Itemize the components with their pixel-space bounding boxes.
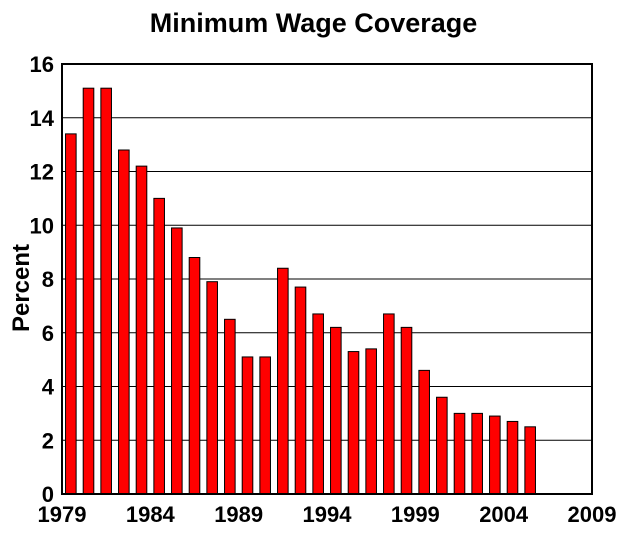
bar-1987 xyxy=(206,281,218,495)
bar-1985 xyxy=(171,227,183,495)
y-tick-label: 8 xyxy=(42,267,54,292)
x-tick-label: 2004 xyxy=(479,502,529,527)
y-tick-label: 14 xyxy=(30,106,55,131)
y-axis-label: Percent xyxy=(8,244,35,332)
y-tick-label: 10 xyxy=(30,213,54,238)
y-tick-label: 0 xyxy=(42,482,54,507)
bar-1999 xyxy=(418,369,430,495)
bar-1983 xyxy=(135,165,148,495)
bar-2003 xyxy=(489,415,501,495)
plot-area xyxy=(61,63,593,495)
y-tick-label: 6 xyxy=(42,321,54,346)
bar-1992 xyxy=(294,286,307,495)
y-tick-labels: 0 2 4 6 8 10 12 14 16 xyxy=(30,52,55,507)
bar-1984 xyxy=(153,197,165,495)
bar-1982 xyxy=(118,149,130,495)
x-tick-label: 1989 xyxy=(214,502,263,527)
x-tick-label: 2009 xyxy=(568,502,617,527)
bar-1991 xyxy=(277,267,289,495)
x-tick-label: 1984 xyxy=(126,502,176,527)
bar-1981 xyxy=(100,87,112,495)
chart-title: Minimum Wage Coverage xyxy=(149,8,478,38)
bar-2001 xyxy=(453,412,466,495)
bar-2005 xyxy=(524,426,536,495)
x-tick-label: 1994 xyxy=(303,502,353,527)
bar-2000 xyxy=(436,396,448,495)
bar-2002 xyxy=(471,412,483,495)
bar-1989 xyxy=(241,356,254,495)
bar-2004 xyxy=(506,420,519,495)
bar-1988 xyxy=(224,318,236,495)
bar-1990 xyxy=(259,356,271,495)
bar-1995 xyxy=(347,351,360,495)
bars xyxy=(65,87,536,495)
bar-1980 xyxy=(82,87,95,495)
y-tick-label: 2 xyxy=(42,428,54,453)
y-tick-label: 4 xyxy=(42,375,55,400)
bar-1996 xyxy=(365,348,377,495)
bar-1986 xyxy=(188,257,201,495)
bar-1997 xyxy=(383,313,395,495)
bar-1994 xyxy=(330,326,342,495)
bar-1998 xyxy=(400,326,413,495)
bar-1993 xyxy=(312,313,324,495)
x-tick-label: 1999 xyxy=(391,502,440,527)
y-tick-label: 16 xyxy=(30,52,54,77)
x-tick-label: 1979 xyxy=(38,502,87,527)
x-tick-labels: 1979 1984 1989 1994 1999 2004 2009 xyxy=(38,502,617,527)
y-tick-label: 12 xyxy=(30,160,54,185)
bar-1979 xyxy=(65,133,77,495)
